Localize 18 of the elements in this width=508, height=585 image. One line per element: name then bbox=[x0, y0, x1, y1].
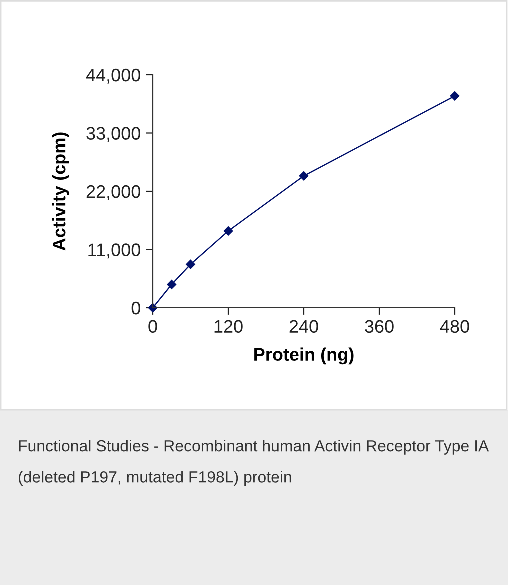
y-tick-label: 33,000 bbox=[86, 127, 140, 142]
x-tick-label: 240 bbox=[290, 320, 318, 334]
x-tick-label: 480 bbox=[440, 320, 470, 334]
point bbox=[299, 172, 309, 181]
point bbox=[450, 92, 460, 101]
point bbox=[186, 260, 196, 270]
y-tick-label: 22,000 bbox=[86, 185, 140, 200]
x-tick-label: 120 bbox=[214, 320, 243, 334]
point bbox=[167, 280, 176, 290]
y-tick-label: 44,000 bbox=[86, 68, 140, 84]
x-tick-label: 360 bbox=[365, 320, 394, 334]
y-axis-title: Activity (cpm) bbox=[52, 132, 70, 251]
text: Functional Studies - Recombinant human Activin Receptor Type IA (deleted P197, mutated F198L) protein bbox=[18, 440, 490, 486]
y-tick-label: 0 bbox=[132, 302, 140, 315]
y-tick-label: 11,000 bbox=[88, 244, 140, 259]
x-tick-label: 0 bbox=[148, 320, 158, 334]
x-axis-title: Protein (ng) bbox=[254, 348, 354, 365]
point bbox=[224, 226, 234, 236]
